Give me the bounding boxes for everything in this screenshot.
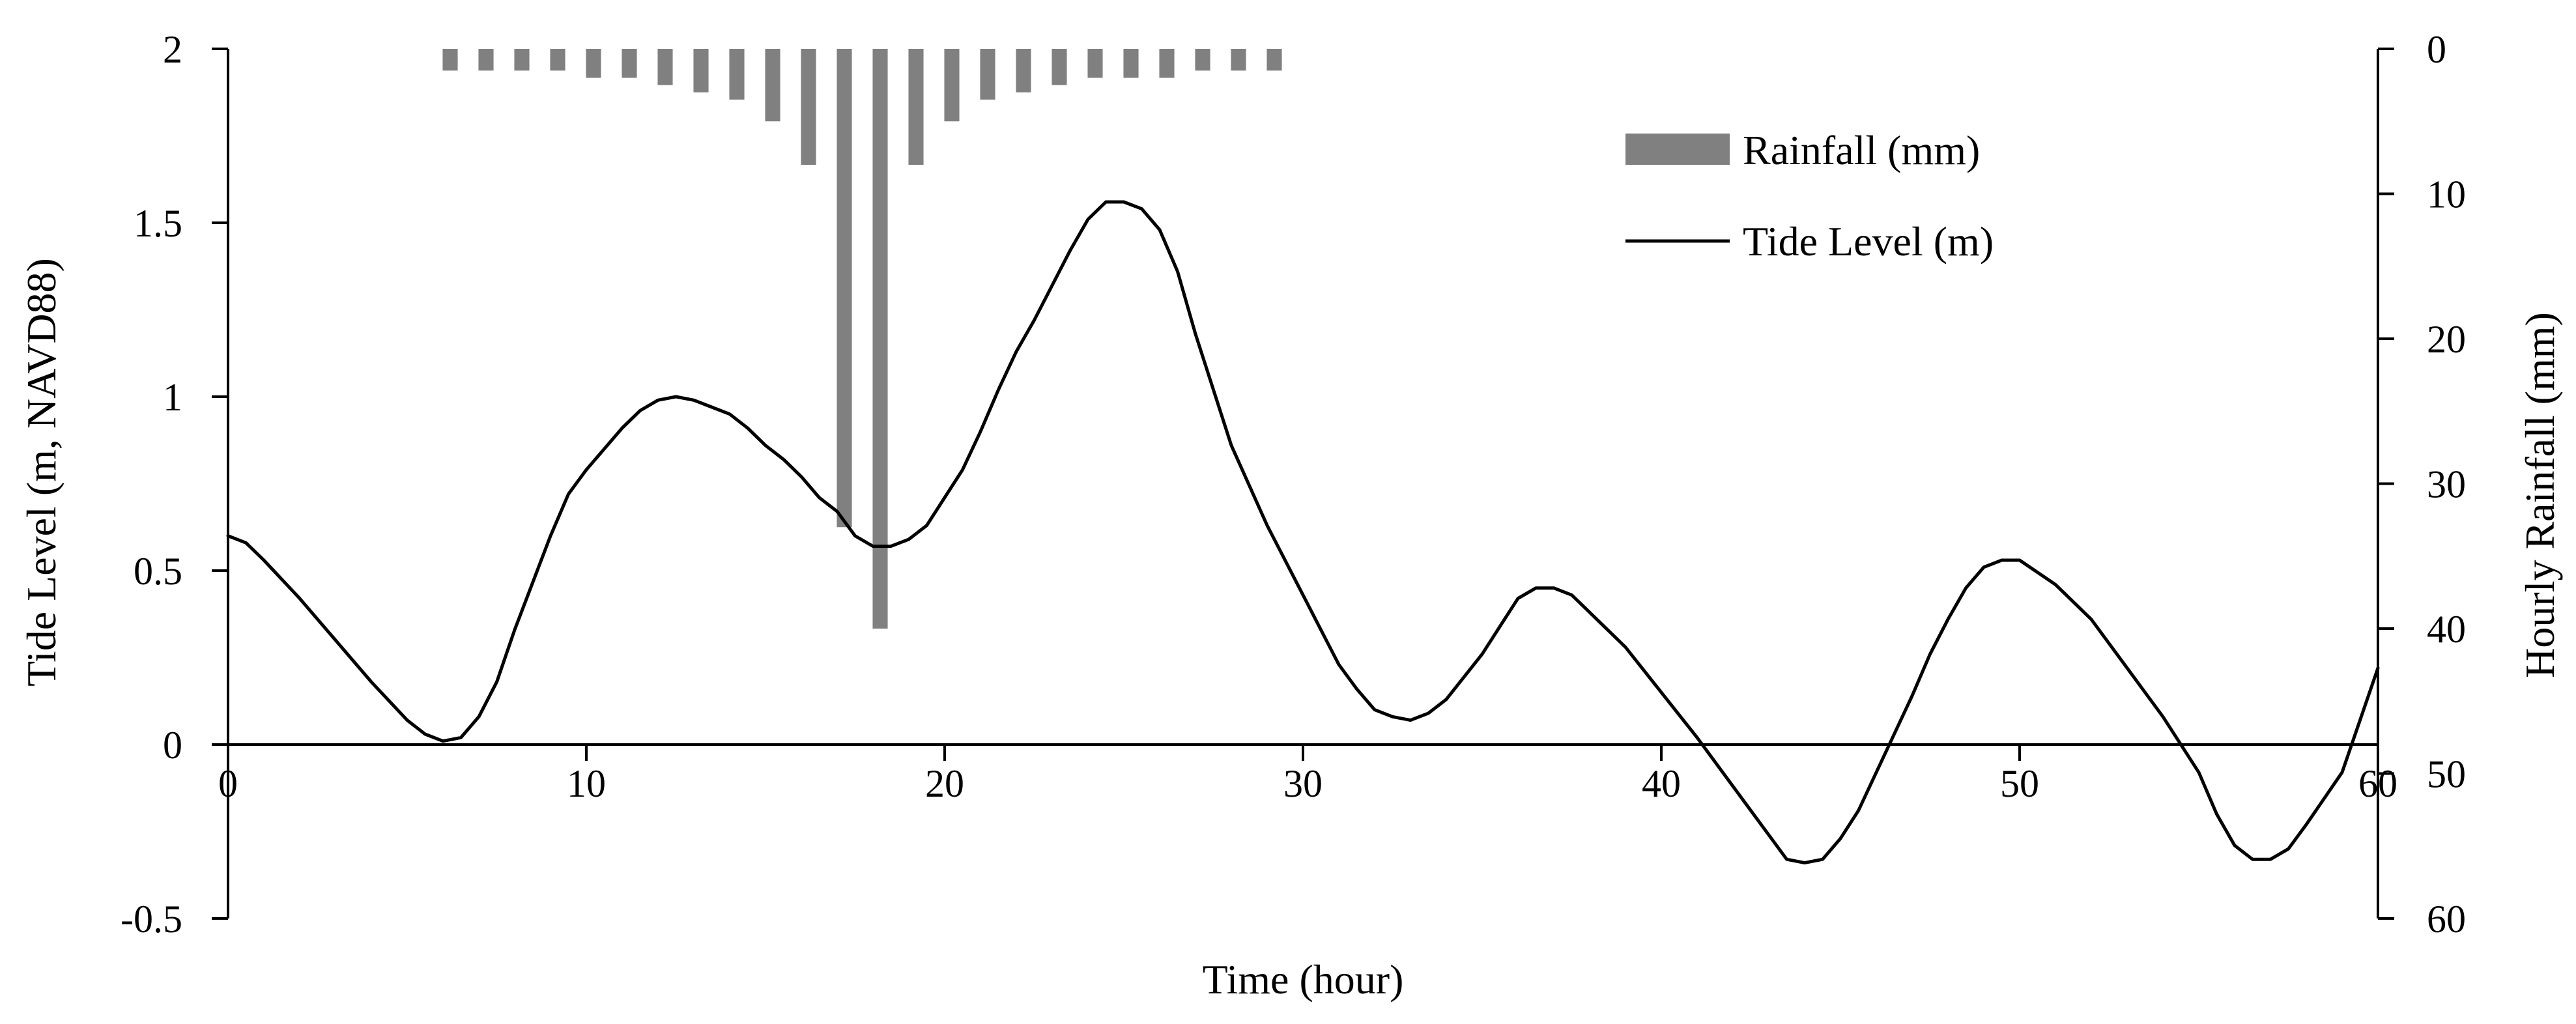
left-y-tick-label: 0.5 bbox=[134, 550, 182, 593]
right-y-tick-label: 10 bbox=[2427, 173, 2466, 216]
rainfall-bar bbox=[478, 49, 494, 71]
rainfall-bar bbox=[586, 49, 601, 78]
rainfall-bar bbox=[980, 49, 995, 100]
right-y-tick-label: 40 bbox=[2427, 608, 2466, 651]
left-y-axis-ticks: 2 1.5 1 0.5 0 -0.5 bbox=[121, 28, 228, 941]
rainfall-bar bbox=[1087, 49, 1103, 78]
x-tick-label: 0 bbox=[218, 762, 238, 805]
rainfall-bar bbox=[1195, 49, 1210, 71]
left-y-axis-title: Tide Level (m, NAVD88) bbox=[18, 258, 64, 687]
legend-rainfall-label: Rainfall (mm) bbox=[1743, 127, 1980, 173]
rainfall-bar bbox=[514, 49, 530, 71]
rainfall-bar bbox=[1267, 49, 1282, 71]
rainfall-bar bbox=[1231, 49, 1246, 71]
rainfall-bar bbox=[908, 49, 924, 165]
legend-tide-label: Tide Level (m) bbox=[1743, 218, 1994, 264]
x-tick-label: 10 bbox=[567, 762, 606, 805]
right-y-tick-label: 50 bbox=[2427, 753, 2466, 796]
rainfall-bar bbox=[729, 49, 745, 100]
left-y-tick-label: 1.5 bbox=[134, 202, 182, 245]
rainfall-bar bbox=[693, 49, 709, 92]
x-tick-label: 20 bbox=[925, 762, 964, 805]
rainfall-bar bbox=[622, 49, 637, 78]
tide-line-layer bbox=[226, 200, 2380, 865]
rainfall-bar bbox=[550, 49, 565, 71]
legend-rainfall-swatch bbox=[1625, 134, 1730, 165]
right-y-tick-label: 30 bbox=[2427, 463, 2466, 506]
right-y-tick-label: 20 bbox=[2427, 318, 2466, 361]
legend: Rainfall (mm) Tide Level (m) bbox=[1625, 127, 1994, 264]
right-y-tick-label: 0 bbox=[2427, 28, 2446, 71]
rainfall-bars bbox=[442, 49, 1282, 629]
right-y-axis-ticks: 0 10 20 30 40 50 60 bbox=[2378, 28, 2466, 941]
right-y-axis-title: Hourly Rainfall (mm) bbox=[2517, 312, 2563, 678]
axes: 0 10 20 30 40 50 60 2 1.5 1 0.5 0 -0.5 0 10 20 30 40 50 6… bbox=[121, 28, 2466, 941]
left-y-tick-label: 2 bbox=[163, 28, 182, 71]
right-y-tick-label: 60 bbox=[2427, 898, 2466, 941]
tide-level-line bbox=[226, 200, 2380, 865]
rainfall-bar bbox=[1016, 49, 1031, 92]
rainfall-bar bbox=[442, 49, 458, 71]
x-axis-ticks: 0 10 20 30 40 50 60 bbox=[218, 745, 2397, 805]
rainfall-bar bbox=[1052, 49, 1067, 85]
x-tick-label: 40 bbox=[1642, 762, 1681, 805]
x-tick-label: 30 bbox=[1283, 762, 1323, 805]
left-y-tick-label: 0 bbox=[163, 724, 182, 767]
x-tick-label: 50 bbox=[2000, 762, 2039, 805]
x-tick-label: 60 bbox=[2358, 762, 2397, 805]
rainfall-bar bbox=[1159, 49, 1175, 78]
rainfall-bar bbox=[801, 49, 816, 165]
rainfall-bar bbox=[837, 49, 852, 528]
rainfall-bar bbox=[872, 49, 888, 629]
left-y-tick-label: -0.5 bbox=[121, 898, 182, 941]
x-axis-title: Time (hour) bbox=[1203, 956, 1404, 1003]
rainfall-bar bbox=[657, 49, 673, 85]
rainfall-bar bbox=[765, 49, 780, 122]
rainfall-bar bbox=[1123, 49, 1139, 78]
left-y-tick-label: 1 bbox=[163, 376, 182, 419]
rainfall-bar bbox=[944, 49, 960, 122]
